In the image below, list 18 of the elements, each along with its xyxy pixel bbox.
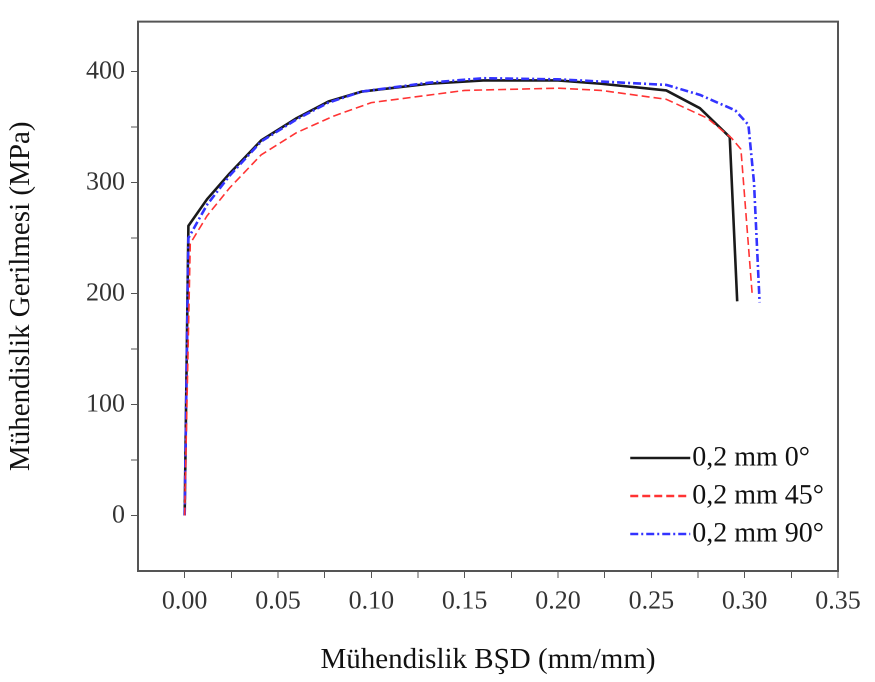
y-tick-label: 0: [112, 499, 125, 528]
y-axis-title: Mühendislik Gerilmesi (MPa): [4, 122, 36, 472]
legend-label: 0,2 mm 0°: [692, 441, 810, 472]
x-tick-label: 0.30: [722, 585, 768, 614]
y-tick-label: 400: [86, 55, 125, 84]
x-tick-label: 0.20: [535, 585, 581, 614]
y-tick-label: 100: [86, 388, 125, 418]
legend-label: 0,2 mm 90°: [692, 517, 824, 548]
x-axis-title: Mühendislik BŞD (mm/mm): [320, 643, 656, 676]
x-tick-label: 0.00: [162, 585, 208, 614]
y-tick-label: 300: [86, 166, 125, 196]
y-tick-label: 200: [86, 277, 125, 306]
x-tick-label: 0.25: [628, 585, 674, 614]
x-tick-label: 0.10: [348, 585, 394, 614]
x-tick-label: 0.05: [255, 585, 301, 614]
legend-label: 0,2 mm 45°: [692, 479, 824, 510]
x-tick-label: 0.35: [815, 585, 861, 614]
x-tick-label: 0.15: [442, 585, 488, 614]
